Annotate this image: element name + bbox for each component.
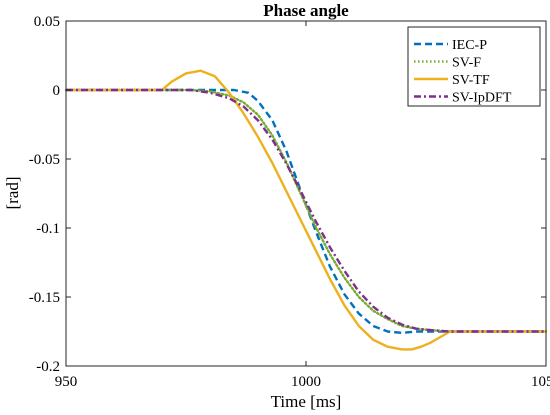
legend: IEC-P SV-F SV-TF SV-IpDFT xyxy=(407,26,541,107)
y-tick-label: 0 xyxy=(53,83,61,99)
x-tick-label: 1000 xyxy=(291,374,321,390)
y-tick-label: -0.05 xyxy=(29,152,60,168)
y-axis-label: [rad] xyxy=(3,176,22,209)
legend-box xyxy=(407,26,541,107)
legend-label: SV-TF xyxy=(452,73,490,88)
chart-title: Phase angle xyxy=(263,1,349,20)
x-axis-label: Time [ms] xyxy=(271,392,342,411)
y-tick-label: 0.05 xyxy=(34,14,60,30)
series-layer xyxy=(64,69,548,351)
legend-label: IEC-P xyxy=(452,38,487,53)
y-tick-label: -0.15 xyxy=(29,290,60,306)
legend-label: SV-IpDFT xyxy=(452,91,512,106)
x-tick-label: 950 xyxy=(55,374,78,390)
series-line-iec-p xyxy=(66,88,546,335)
y-tick-label: -0.1 xyxy=(36,221,60,237)
legend-label: SV-F xyxy=(452,56,481,71)
y-tick-label: -0.2 xyxy=(36,359,60,375)
series-line-sv-ipdft xyxy=(66,88,546,333)
series-line-sv-tf xyxy=(66,69,546,351)
